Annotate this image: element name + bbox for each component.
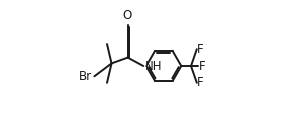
Text: Br: Br — [79, 70, 92, 83]
Text: O: O — [122, 9, 132, 22]
Text: F: F — [198, 60, 205, 72]
Text: F: F — [197, 43, 204, 56]
Text: F: F — [197, 76, 204, 89]
Text: NH: NH — [145, 60, 162, 73]
